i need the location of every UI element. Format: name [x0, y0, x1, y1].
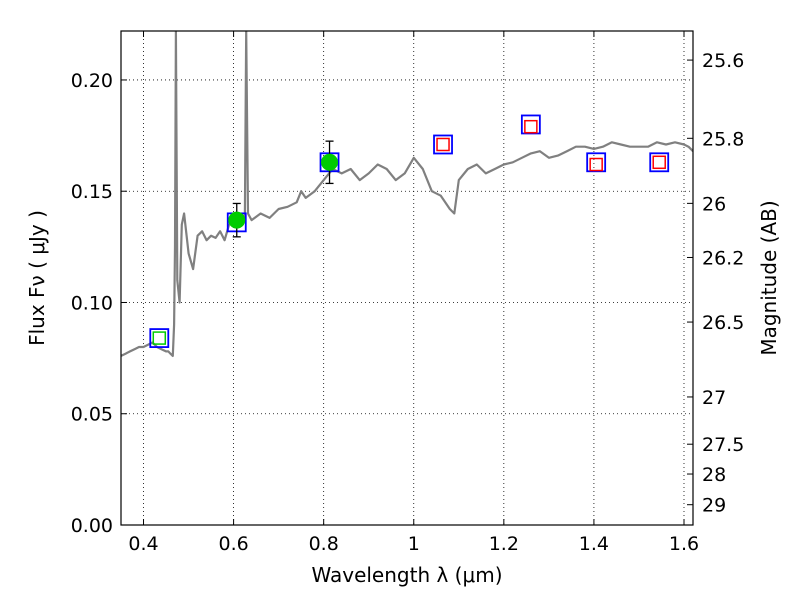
model-spectrum-line	[121, 31, 693, 357]
mag-tick-label: 28	[702, 464, 726, 486]
data-series	[121, 31, 693, 357]
y-tick-label: 0.20	[71, 70, 113, 92]
model-band-marker	[649, 152, 670, 173]
model-band-marker	[433, 134, 453, 155]
y2-axis-label: Magnitude (AB)	[757, 200, 781, 355]
upper-limit-marker	[436, 137, 450, 152]
detection-marker	[152, 331, 167, 345]
plot-frame	[120, 30, 694, 526]
x-tick-label: 1.4	[579, 533, 609, 555]
y-tick-label: 0.00	[71, 515, 113, 537]
detection-marker	[321, 153, 339, 171]
mag-tick-label: 25.8	[702, 128, 744, 150]
x-tick-label: 1.6	[669, 533, 699, 555]
mag-tick-label: 27.5	[702, 434, 744, 456]
mag-tick-label: 27	[702, 387, 726, 409]
grid-lines	[121, 31, 693, 526]
x-tick-label: 0.8	[309, 533, 339, 555]
x-tick-label: 1.2	[489, 533, 519, 555]
y-axis-label: Flux Fν ( μJy )	[25, 210, 49, 346]
y-tick-label: 0.05	[71, 404, 113, 426]
model-band-marker	[586, 152, 607, 173]
upper-limit-marker	[589, 157, 603, 172]
x-axis-label: Wavelength λ (μm)	[311, 563, 502, 587]
axis-ticks: 0.4 0.6 0.8 1 1.2 1.4 1.6 0.00 0.05 0.10 0.15 0.20 2…	[71, 31, 744, 555]
mag-tick-label: 26	[702, 193, 726, 215]
detection-marker	[228, 211, 246, 229]
y-tick-label: 0.10	[71, 292, 113, 314]
mag-tick-label: 26.5	[702, 312, 744, 334]
mag-tick-label: 29	[702, 495, 726, 517]
mag-tick-label: 26.2	[702, 247, 744, 269]
x-tick-label: 0.6	[218, 533, 248, 555]
model-band-marker	[149, 328, 170, 348]
upper-limit-marker	[652, 155, 666, 170]
model-band-marker	[520, 114, 541, 135]
x-tick-label: 1	[408, 533, 420, 555]
x-tick-label: 0.4	[128, 533, 158, 555]
y-tick-label: 0.15	[71, 181, 113, 203]
upper-limit-marker	[524, 119, 538, 134]
mag-tick-label: 25.6	[702, 50, 744, 72]
